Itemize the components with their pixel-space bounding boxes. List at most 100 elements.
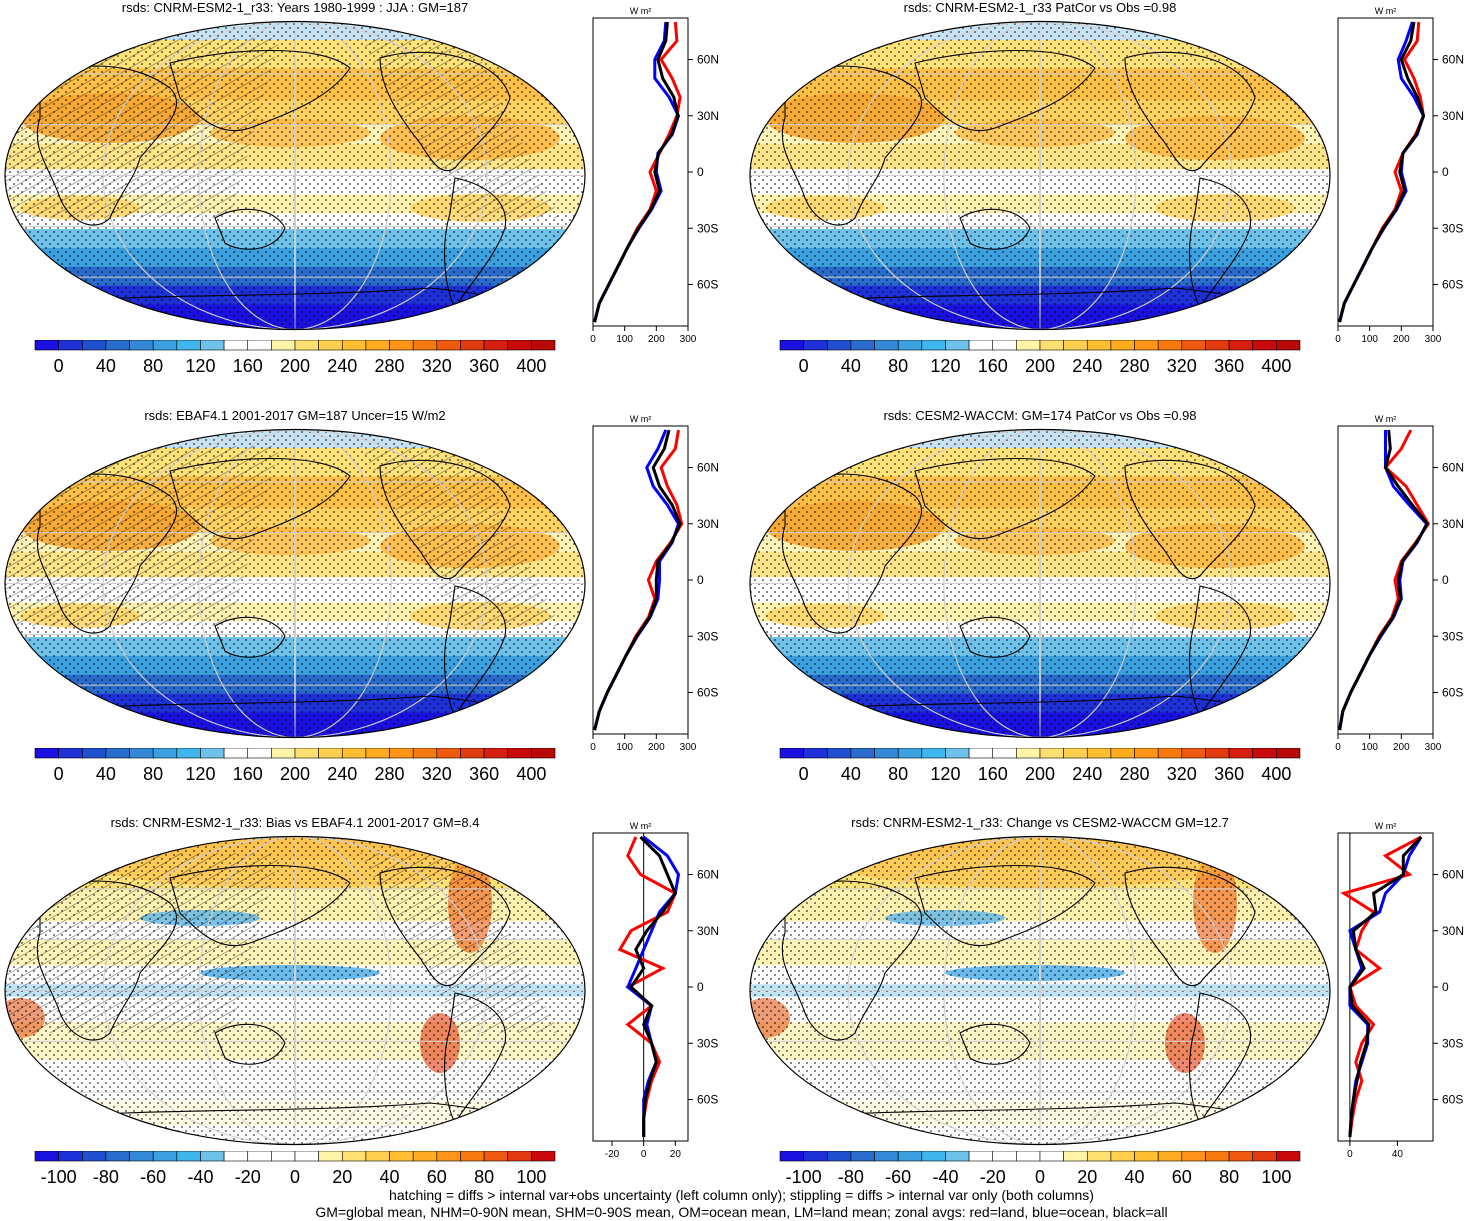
warm-region: [1295, 38, 1330, 78]
colorbar-tick-label: 40: [380, 1167, 400, 1187]
colorbar-tick-label: 400: [1261, 356, 1291, 376]
zonal-unit-label: W m²: [1375, 414, 1397, 424]
colorbar-swatch: [1276, 1151, 1301, 1162]
panel-title: rsds: EBAF4.1 2001-2017 GM=187 Uncer=15 …: [144, 408, 446, 423]
zonal-frame: [1337, 17, 1434, 327]
colorbar-swatch: [968, 340, 994, 351]
colorbar-swatch: [921, 340, 946, 351]
world-map: [4, 428, 586, 739]
colorbar: 0 40 80 120 160 200 240 280 320 360 400: [779, 340, 1301, 376]
zonal-line-all: [629, 835, 677, 1137]
colorbar-swatch: [460, 340, 485, 351]
colorbar-swatch: [412, 1151, 438, 1162]
colorbar-swatch: [129, 748, 154, 759]
colorbar-swatch: [945, 748, 970, 759]
colorbar-swatch: [1110, 340, 1135, 351]
zonal-frame: [592, 832, 689, 1142]
meridian-gridline: [847, 836, 1233, 1145]
colorbar-swatch: [1228, 340, 1254, 351]
colorbar-swatch: [200, 1151, 225, 1162]
colorbar-swatch: [945, 1151, 970, 1162]
zonal-x-tick-label: 100: [616, 742, 633, 753]
zonal-frame: [592, 425, 689, 735]
colorbar-swatch: [531, 340, 556, 351]
coastline-asia: [914, 457, 1096, 540]
colorbar-swatch: [1157, 340, 1183, 351]
colorbar-tick-label: 0: [1035, 1167, 1045, 1187]
colorbar-swatch: [1181, 748, 1206, 759]
meridian-gridline: [102, 836, 488, 1145]
meridian-gridline: [294, 429, 296, 738]
zonal-mean-plot: W m² 60N 30N 0 30S 60S 0 100 200 300: [1335, 414, 1464, 753]
zonal-y-tick-label: 0: [697, 980, 704, 994]
colorbar-swatch: [129, 1151, 154, 1162]
colorbar-tick-label: 100: [1261, 1167, 1291, 1187]
colorbar-tick-label: 160: [978, 764, 1008, 784]
colorbar-swatch: [58, 1151, 83, 1162]
colorbar-swatch: [874, 340, 899, 351]
colorbar-tick-label: 240: [1072, 356, 1102, 376]
colorbar-swatch: [389, 1151, 414, 1162]
zonal-y-tick-label: 0: [697, 165, 704, 179]
colorbar-tick-label: 120: [185, 764, 215, 784]
zonal-y-tick-label: 30S: [697, 629, 718, 643]
colorbar-swatch: [897, 748, 923, 759]
colorbar: -100 -80 -60 -40 -20 0 20 40 60 80 100: [779, 1151, 1301, 1187]
colorbar-swatch: [1063, 340, 1088, 351]
coastline-australia: [214, 616, 286, 658]
hatching: [360, 853, 560, 1033]
colorbar-swatch: [247, 748, 272, 759]
colorbar-tick-label: 320: [422, 356, 452, 376]
colorbar-tick-label: 60: [1172, 1167, 1192, 1187]
colorbar-swatch: [992, 1151, 1017, 1162]
zonal-x-tick-label: 0: [641, 1149, 647, 1160]
colorbar-tick-label: 40: [841, 764, 861, 784]
meridian-gridline: [198, 836, 392, 1145]
zonal-mean-plot: W m² 60N 30N 0 30S 60S 0 100 200 300: [590, 414, 719, 753]
colorbar-swatch: [1134, 748, 1159, 759]
zonal-y-tick-label: 60S: [697, 278, 718, 292]
zonal-mean-plot: W m² 60N 30N 0 30S 60S 0 40: [1337, 821, 1464, 1160]
colorbar-tick-label: 0: [290, 1167, 300, 1187]
warm-region: [550, 38, 585, 78]
coastline-south-america: [444, 585, 507, 718]
zonal-y-tick-label: 30N: [1442, 517, 1464, 531]
colorbar-tick-label: -40: [932, 1167, 958, 1187]
zonal-x-tick-label: 0: [1335, 742, 1341, 753]
coastline-australia: [214, 1023, 286, 1065]
colorbar-swatch: [992, 748, 1017, 759]
map-outline: [749, 20, 1331, 331]
colorbar-swatch: [483, 1151, 509, 1162]
footer-caption: hatching = diffs > internal var+obs unce…: [0, 1187, 1483, 1221]
zonal-x-tick-label: -20: [605, 1149, 620, 1160]
panel-bias-vs-obs: rsds: CNRM-ESM2-1_r33: Bias vs EBAF4.1 2…: [0, 815, 740, 1215]
colorbar-swatch: [531, 748, 556, 759]
colorbar-tick-label: 400: [516, 764, 546, 784]
colorbar-tick-label: 360: [1214, 356, 1244, 376]
zonal-unit-label: W m²: [1375, 6, 1397, 16]
colorbar-swatch: [850, 748, 875, 759]
colorbar-swatch: [507, 1151, 532, 1162]
colorbar-swatch: [826, 1151, 852, 1162]
map-outline: [749, 428, 1331, 739]
colorbar-tick-label: 80: [888, 356, 908, 376]
world-map: [749, 428, 1331, 739]
colorbar-swatch: [1276, 340, 1301, 351]
colorbar-swatch: [1252, 340, 1277, 351]
zonal-y-tick-label: 30N: [1442, 924, 1464, 938]
zonal-x-tick-label: 0: [1335, 334, 1341, 345]
coastline-africa-europe: [781, 65, 923, 226]
colorbar-tick-label: 360: [469, 356, 499, 376]
colorbar-swatch: [1252, 1151, 1277, 1162]
colorbar-swatch: [850, 340, 875, 351]
colorbar-tick-label: 0: [54, 764, 64, 784]
colorbar-tick-label: 160: [233, 764, 263, 784]
coastline-africa-europe: [781, 473, 923, 634]
colorbar-swatch: [803, 748, 828, 759]
colorbar-swatch: [105, 748, 130, 759]
meridian-gridline: [1039, 21, 1041, 330]
meridian-gridline: [943, 836, 1137, 1145]
coastline-north-america: [379, 866, 511, 986]
world-map: [749, 20, 1331, 331]
zonal-y-tick-label: 30S: [697, 221, 718, 235]
